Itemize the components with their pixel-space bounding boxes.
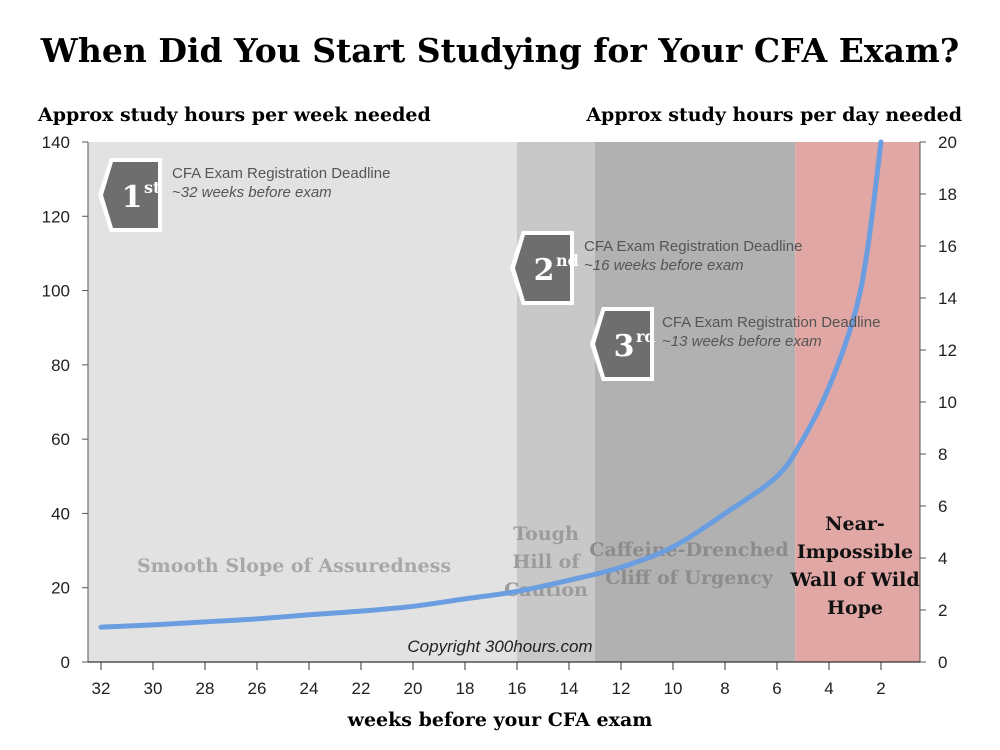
callout-badge-suffix-2: nd: [556, 251, 579, 270]
zone-labels: Smooth Slope of Assuredness Tough Hill of C…: [137, 513, 920, 619]
x-ticks: 32 30 28 26 24 22 20 18 16 14 12 10 8 6 4 2: [92, 662, 886, 698]
y-tick-label: 140: [42, 133, 70, 152]
zone-label-4-line-1: Near-: [825, 513, 885, 535]
callouts: 1 st CFA Exam Registration Deadline ~32 wee…: [98, 158, 880, 381]
y-tick-label: 20: [51, 579, 70, 598]
x-tick-label: 32: [92, 679, 111, 698]
callout-badge-2: [515, 235, 570, 301]
copyright-text: Copyright 300hours.com: [407, 637, 592, 656]
callout-badge-suffix-1: st: [144, 178, 161, 197]
y2-tick-label: 4: [938, 549, 947, 568]
x-tick-label: 28: [196, 679, 215, 698]
zone-label-3-line-1: Caffeine-Drenched: [589, 539, 788, 561]
left-axis-title: Approx study hours per week needed: [37, 104, 431, 126]
callout-badge-number-1: 1: [122, 180, 143, 215]
curve-layer: [98, 139, 884, 630]
y-tick-label: 40: [51, 504, 70, 523]
zone-label-4-line-4: Hope: [827, 597, 883, 619]
y-ticks: 0 20 40 60 80 100 120 140: [42, 133, 88, 672]
x-tick-label: 4: [824, 679, 833, 698]
callout-subtitle-3: ~13 weeks before exam: [662, 333, 822, 350]
x-tick-label: 14: [560, 679, 579, 698]
zone-label-2-line-1: Tough: [513, 523, 579, 545]
zone-band-3: [595, 142, 796, 662]
y-tick-label: 120: [42, 207, 70, 226]
x-tick-label: 26: [248, 679, 267, 698]
x-tick-label: 8: [720, 679, 729, 698]
y2-ticks: 0 2 4 6 8 10 12 14 16 18 20: [920, 133, 957, 672]
y2-tick-label: 12: [938, 341, 957, 360]
x-tick-label: 18: [456, 679, 475, 698]
zone-bands: [88, 142, 920, 662]
x-axis-title: weeks before your CFA exam: [347, 709, 653, 731]
x-tick-label: 24: [300, 679, 319, 698]
x-tick-label: 10: [664, 679, 683, 698]
callout-badge-number-3: 3: [614, 329, 635, 364]
callout-subtitle-1: ~32 weeks before exam: [172, 184, 332, 201]
x-tick-label: 12: [612, 679, 631, 698]
x-tick-label: 2: [876, 679, 885, 698]
zone-label-2-line-2: Hill of: [512, 551, 581, 573]
y2-tick-label: 18: [938, 185, 957, 204]
callout-badge-1: [103, 162, 158, 228]
y-tick-label: 60: [51, 430, 70, 449]
x-tick-label: 20: [404, 679, 423, 698]
x-tick-label: 22: [352, 679, 371, 698]
callout-subtitle-2: ~16 weeks before exam: [584, 257, 744, 274]
y2-tick-label: 20: [938, 133, 957, 152]
callout-badge-suffix-3: rd: [636, 327, 656, 346]
x-tick-label: 16: [508, 679, 527, 698]
callout-badge-number-2: 2: [534, 253, 555, 288]
callout-badge-3: [595, 311, 650, 377]
chart-title: When Did You Start Studying for Your CFA…: [40, 31, 959, 70]
y-tick-label: 80: [51, 356, 70, 375]
x-tick-label: 6: [772, 679, 781, 698]
callout-title-3: CFA Exam Registration Deadline: [662, 314, 880, 331]
study-hours-curve: [98, 139, 884, 630]
zone-label-2-line-3: Caution: [504, 579, 588, 601]
callout-title-1: CFA Exam Registration Deadline: [172, 165, 390, 182]
y2-tick-label: 6: [938, 497, 947, 516]
zone-band-4: [795, 142, 920, 662]
y-tick-label: 100: [42, 282, 70, 301]
callout-title-2: CFA Exam Registration Deadline: [584, 238, 802, 255]
y2-tick-label: 16: [938, 237, 957, 256]
y2-tick-label: 10: [938, 393, 957, 412]
y2-tick-label: 2: [938, 601, 947, 620]
zone-label-4-line-2: Impossible: [797, 541, 913, 563]
x-tick-label: 30: [144, 679, 163, 698]
y-tick-label: 0: [61, 653, 70, 672]
zone-label-1-line-1: Smooth Slope of Assuredness: [137, 555, 451, 577]
y2-tick-label: 0: [938, 653, 947, 672]
zone-label-4-line-3: Wall of Wild: [789, 569, 919, 591]
zone-label-3-line-2: Cliff of Urgency: [605, 567, 774, 589]
y2-tick-label: 14: [938, 289, 957, 308]
right-axis-title: Approx study hours per day needed: [585, 104, 962, 126]
y2-tick-label: 8: [938, 445, 947, 464]
